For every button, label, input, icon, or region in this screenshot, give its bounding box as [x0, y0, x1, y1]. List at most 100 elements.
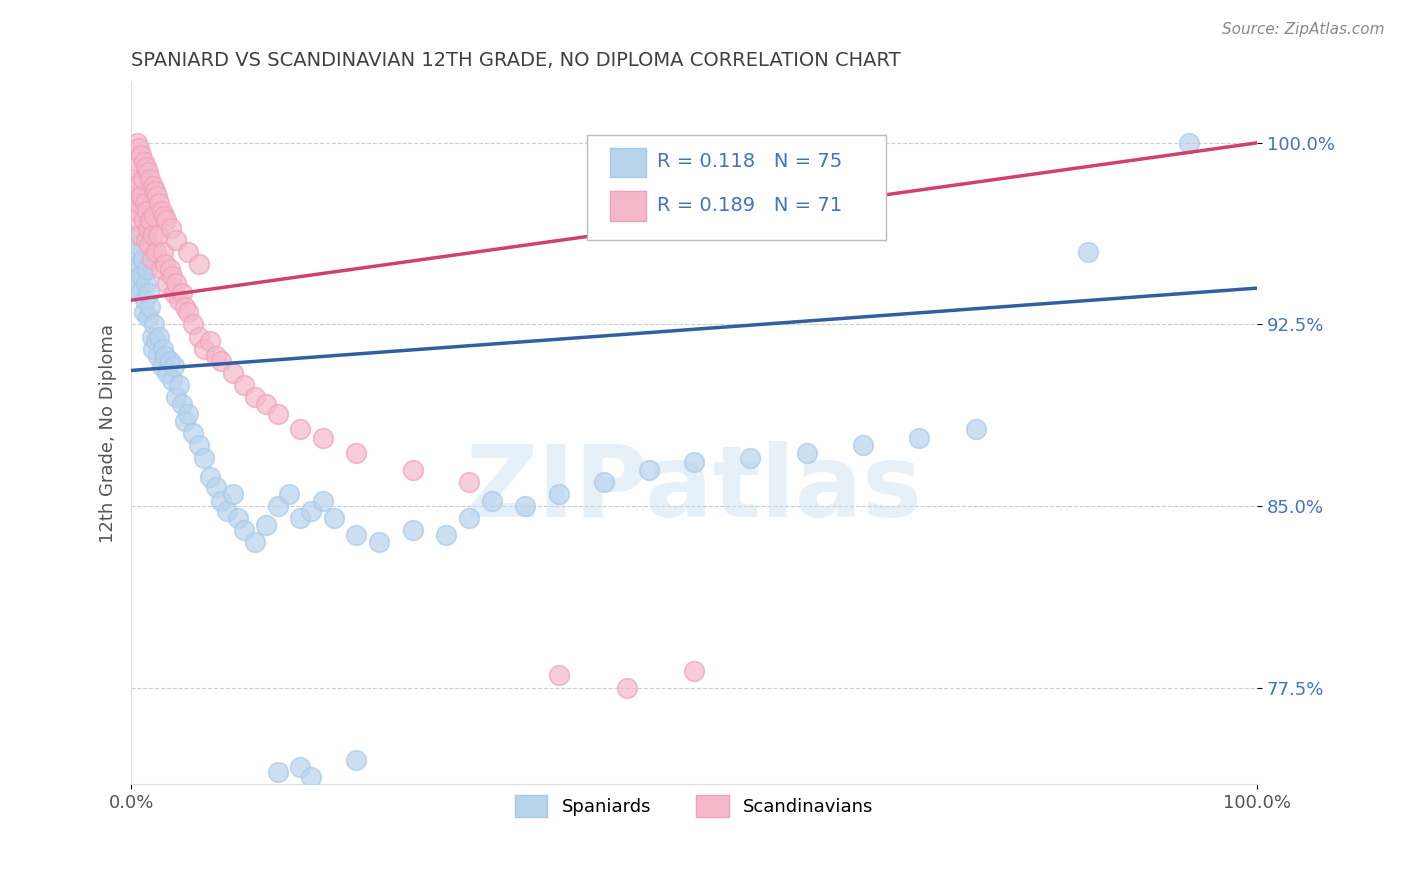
- Point: [311, 431, 333, 445]
- Point: [638, 463, 661, 477]
- Point: [548, 487, 571, 501]
- Point: [131, 268, 153, 283]
- Point: [138, 285, 160, 300]
- Point: [160, 373, 183, 387]
- Point: [165, 390, 187, 404]
- Point: [155, 213, 177, 227]
- Point: [156, 366, 179, 380]
- Point: [288, 760, 311, 774]
- Point: [965, 421, 987, 435]
- Point: [181, 426, 204, 441]
- Point: [131, 172, 153, 186]
- Point: [124, 261, 146, 276]
- Point: [174, 414, 197, 428]
- Point: [163, 285, 186, 300]
- Point: [593, 475, 616, 489]
- Point: [616, 681, 638, 695]
- Point: [159, 220, 181, 235]
- Point: [128, 141, 150, 155]
- Point: [148, 227, 170, 242]
- Point: [402, 463, 425, 477]
- Point: [187, 257, 209, 271]
- Point: [128, 196, 150, 211]
- Point: [143, 184, 166, 198]
- Point: [149, 261, 172, 276]
- Point: [311, 494, 333, 508]
- Point: [204, 349, 226, 363]
- Y-axis label: 12th Grade, No Diploma: 12th Grade, No Diploma: [100, 324, 117, 543]
- Point: [226, 511, 249, 525]
- Point: [299, 504, 322, 518]
- Point: [193, 342, 215, 356]
- Point: [125, 281, 148, 295]
- Point: [139, 172, 162, 186]
- Point: [136, 220, 159, 235]
- Point: [402, 523, 425, 537]
- Point: [146, 189, 169, 203]
- Point: [266, 499, 288, 513]
- Point: [138, 237, 160, 252]
- Point: [142, 318, 165, 332]
- Point: [135, 160, 157, 174]
- Point: [796, 446, 818, 460]
- Point: [209, 494, 232, 508]
- FancyBboxPatch shape: [610, 191, 645, 220]
- Point: [167, 378, 190, 392]
- Text: SPANIARD VS SCANDINAVIAN 12TH GRADE, NO DIPLOMA CORRELATION CHART: SPANIARD VS SCANDINAVIAN 12TH GRADE, NO …: [131, 51, 901, 70]
- Text: ZIPatlas: ZIPatlas: [465, 441, 922, 538]
- Point: [159, 353, 181, 368]
- Point: [142, 227, 165, 242]
- Point: [150, 359, 173, 373]
- Point: [187, 329, 209, 343]
- Point: [193, 450, 215, 465]
- Point: [548, 668, 571, 682]
- Point: [148, 349, 170, 363]
- Point: [170, 285, 193, 300]
- Point: [344, 446, 367, 460]
- Point: [141, 329, 163, 343]
- FancyBboxPatch shape: [610, 148, 645, 178]
- Point: [153, 257, 176, 271]
- Point: [122, 227, 145, 242]
- Point: [127, 277, 149, 291]
- Point: [148, 196, 170, 211]
- Point: [221, 487, 243, 501]
- Point: [299, 770, 322, 784]
- Point: [481, 494, 503, 508]
- Point: [254, 518, 277, 533]
- Point: [908, 431, 931, 445]
- Point: [131, 148, 153, 162]
- Point: [1077, 244, 1099, 259]
- Point: [266, 765, 288, 780]
- Point: [266, 407, 288, 421]
- Text: Source: ZipAtlas.com: Source: ZipAtlas.com: [1222, 22, 1385, 37]
- Point: [458, 475, 481, 489]
- Point: [344, 753, 367, 767]
- Point: [153, 209, 176, 223]
- Point: [683, 664, 706, 678]
- FancyBboxPatch shape: [588, 135, 886, 240]
- Point: [139, 301, 162, 315]
- Point: [153, 349, 176, 363]
- Text: R = 0.189   N = 71: R = 0.189 N = 71: [657, 195, 842, 215]
- Point: [134, 293, 156, 308]
- Point: [515, 499, 537, 513]
- Point: [136, 310, 159, 325]
- Point: [198, 334, 221, 349]
- Point: [165, 277, 187, 291]
- Point: [150, 203, 173, 218]
- Point: [125, 237, 148, 252]
- Point: [152, 244, 174, 259]
- Point: [198, 470, 221, 484]
- Point: [215, 504, 238, 518]
- Point: [136, 203, 159, 218]
- Point: [176, 244, 198, 259]
- Point: [127, 179, 149, 194]
- Point: [163, 359, 186, 373]
- Point: [344, 528, 367, 542]
- Point: [740, 450, 762, 465]
- Point: [436, 528, 458, 542]
- Point: [152, 342, 174, 356]
- Point: [129, 227, 152, 242]
- Point: [145, 334, 167, 349]
